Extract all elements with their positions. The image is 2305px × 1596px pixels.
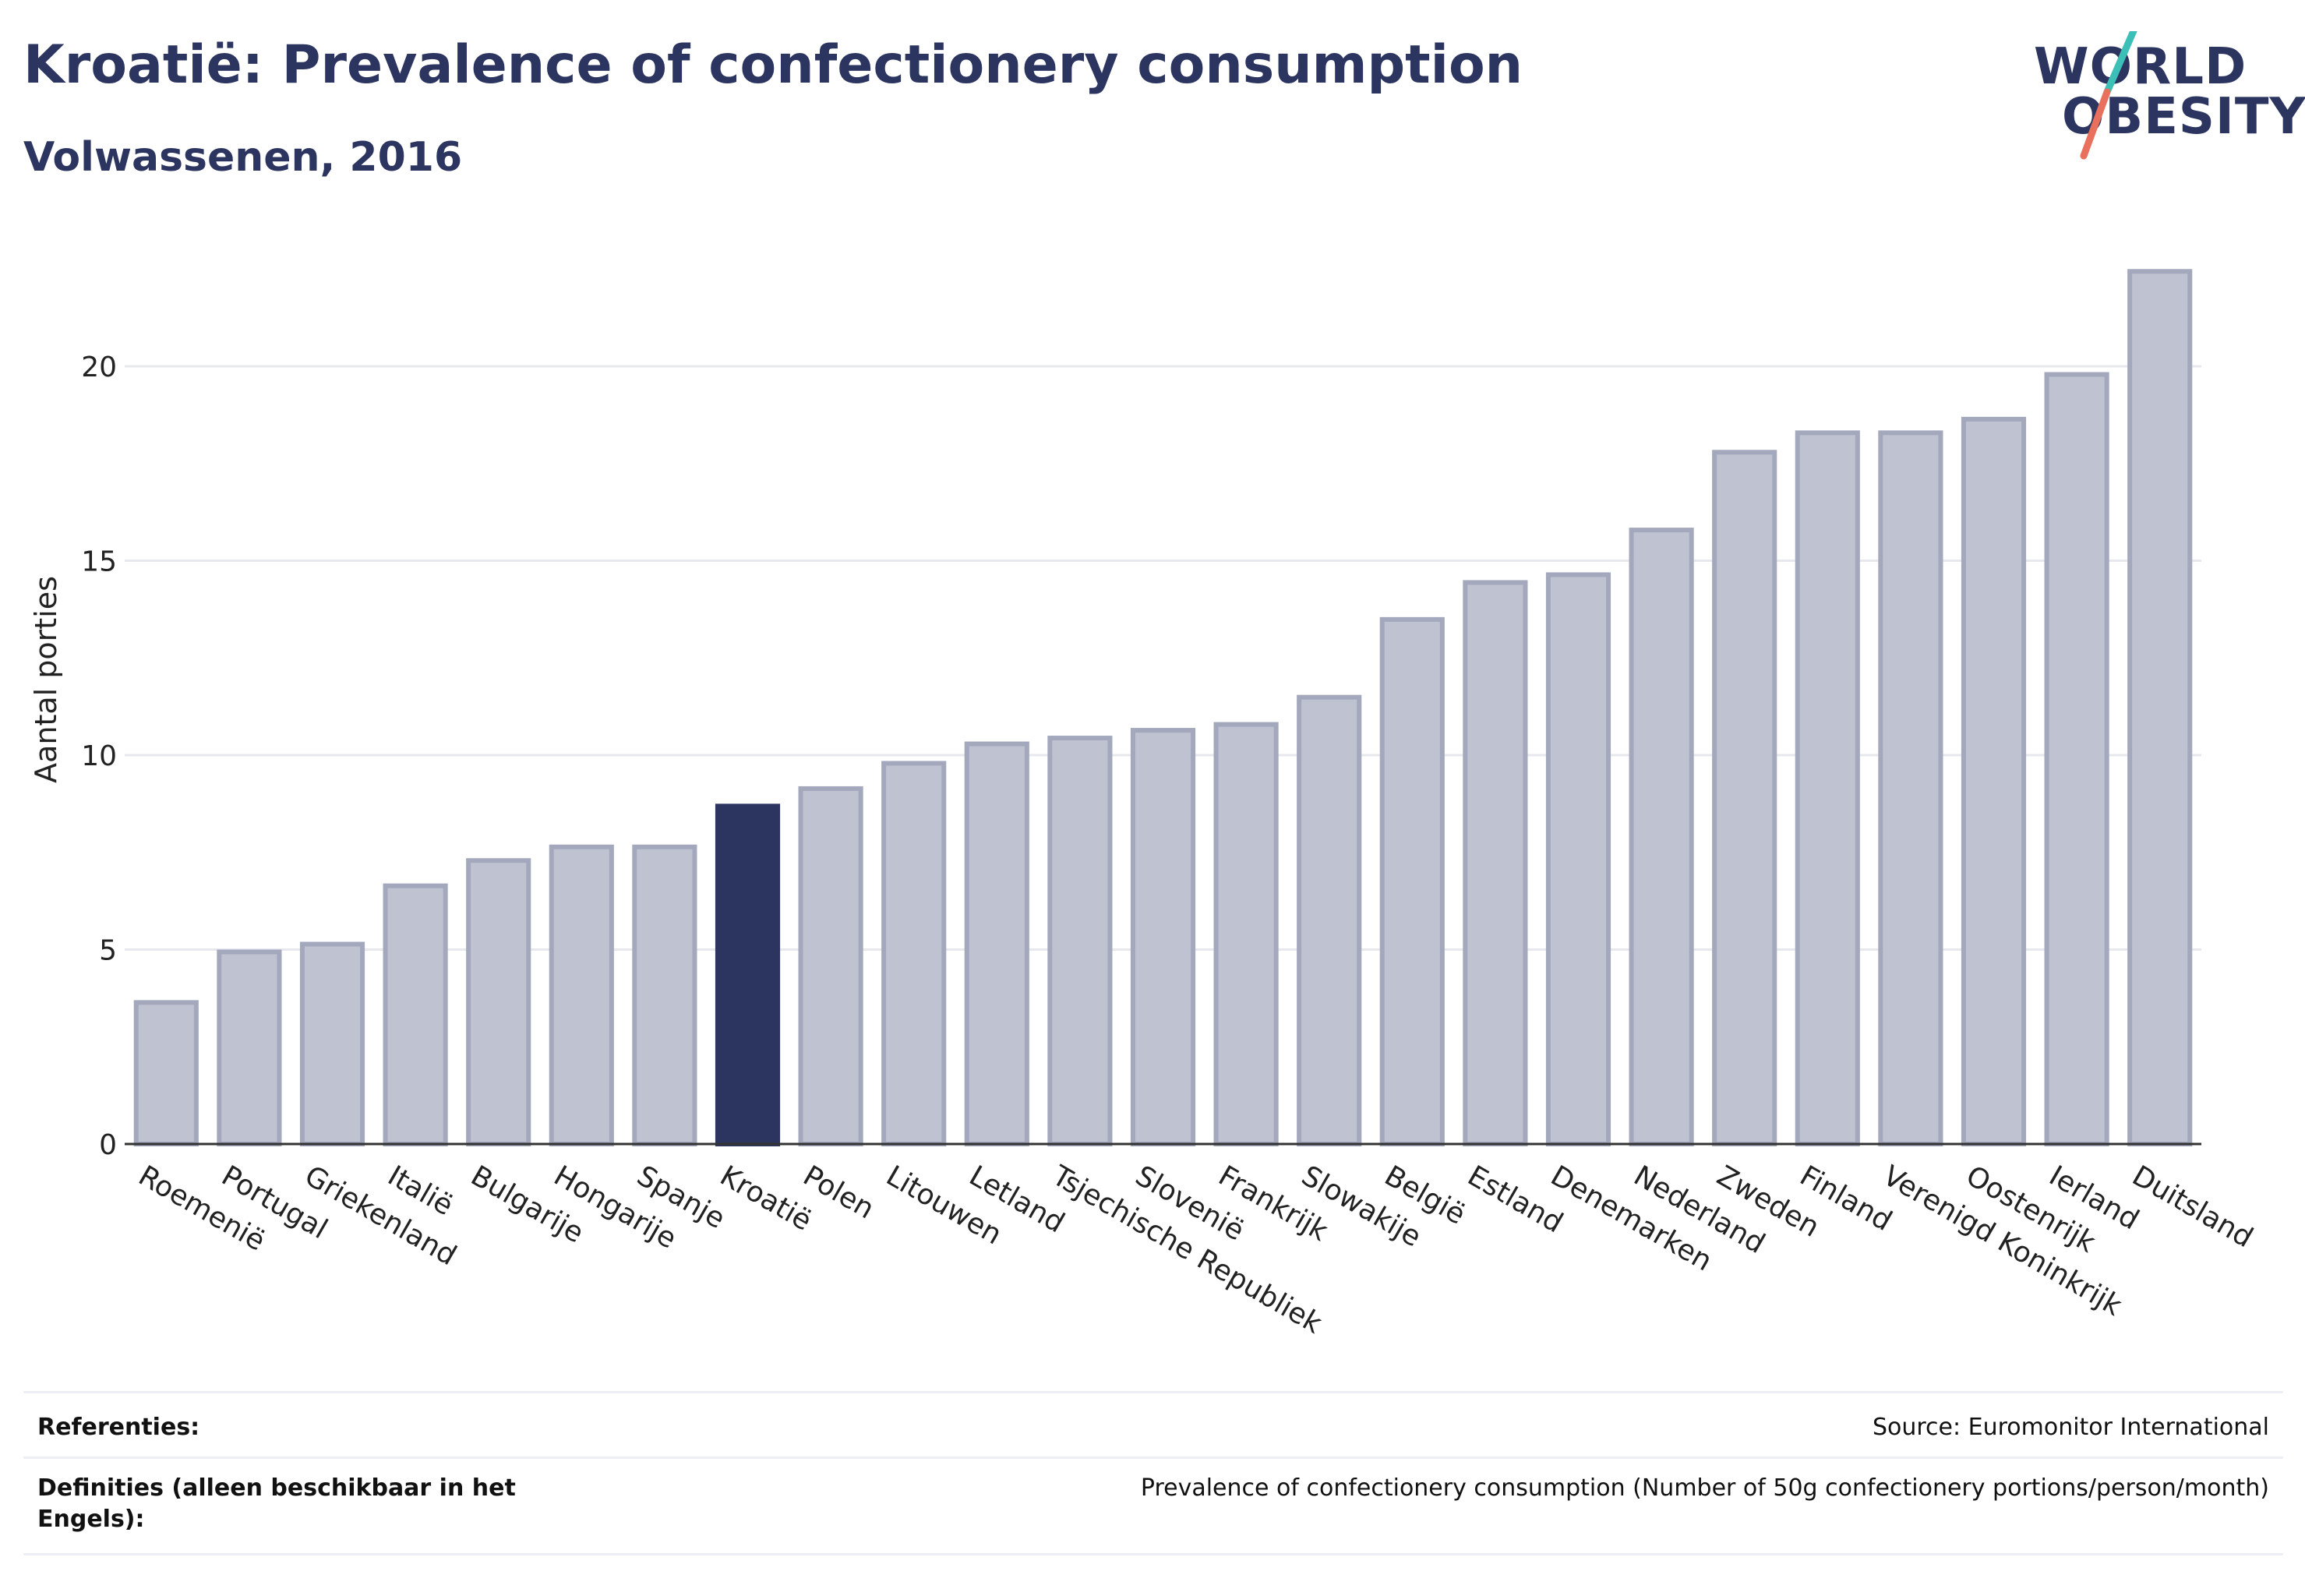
logo-slash-icon <box>2080 31 2137 160</box>
y-tick-label: 15 <box>81 546 117 578</box>
y-tick-label: 10 <box>81 740 117 772</box>
bar-nederland <box>1629 528 1694 1146</box>
footer-table: Referenties: Source: Euromonitor Interna… <box>23 1391 2283 1562</box>
bar-slovenië <box>1130 728 1196 1146</box>
bar-portugal <box>217 949 282 1146</box>
definitions-value: Prevalence of confectionery consumption … <box>1140 1474 2269 1502</box>
bar-litouwen <box>881 761 947 1146</box>
y-tick-label: 0 <box>99 1129 117 1161</box>
x-tick-label: Kroatië <box>715 1160 817 1237</box>
chart-subtitle: Volwassenen, 2016 <box>23 134 463 181</box>
references-row: Referenties: Source: Euromonitor Interna… <box>23 1391 2283 1459</box>
y-tick-label: 5 <box>99 935 117 967</box>
bar-belgië <box>1379 616 1445 1146</box>
bar-slowakije <box>1297 694 1362 1146</box>
y-tick-labels: 0 5 10 15 20 <box>81 351 117 1161</box>
bars <box>133 269 2193 1147</box>
definitions-row: Definities (alleen beschikbaar in het En… <box>23 1457 2283 1555</box>
bar-estland <box>1463 580 1528 1146</box>
bar-finland <box>1795 430 1860 1146</box>
bar-hongarije <box>549 844 614 1147</box>
bar-kroatië <box>715 803 781 1146</box>
bar-bulgarije <box>466 858 531 1146</box>
x-tick-label: Estland <box>1462 1160 1568 1239</box>
bar-griekenland <box>299 941 365 1147</box>
bar-denemarken <box>1545 572 1611 1146</box>
bar-spanje <box>632 844 697 1147</box>
chart-title: Kroatië: Prevalence of confectionery con… <box>23 34 1523 96</box>
footer-bottom-rule <box>23 1553 2283 1555</box>
bar-tsjechische-republiek <box>1047 736 1113 1146</box>
y-axis-label: Aantal porties <box>29 576 63 783</box>
world-obesity-logo: WORLD OBESITY <box>2034 31 2305 164</box>
bar-ierland <box>2044 372 2109 1146</box>
bar-roemenië <box>133 1000 199 1146</box>
bar-verenigd-koninkrijk <box>1878 430 1943 1146</box>
bar-polen <box>798 786 863 1146</box>
definitions-label: Definities (alleen beschikbaar in het En… <box>37 1474 516 1533</box>
bar-duitsland <box>2127 269 2193 1146</box>
references-value: Source: Euromonitor International <box>1872 1414 2269 1441</box>
logo-word-world: WORLD <box>2034 38 2247 96</box>
bar-zweden <box>1712 450 1777 1146</box>
bar-oostenrijk <box>1961 416 2027 1146</box>
x-tick-label: Duitsland <box>2127 1160 2258 1254</box>
bar-frankrijk <box>1213 722 1279 1146</box>
bar-letland <box>964 741 1029 1146</box>
y-tick-label: 20 <box>81 351 117 383</box>
references-label: Referenties: <box>37 1414 200 1441</box>
bar-italië <box>383 883 448 1147</box>
